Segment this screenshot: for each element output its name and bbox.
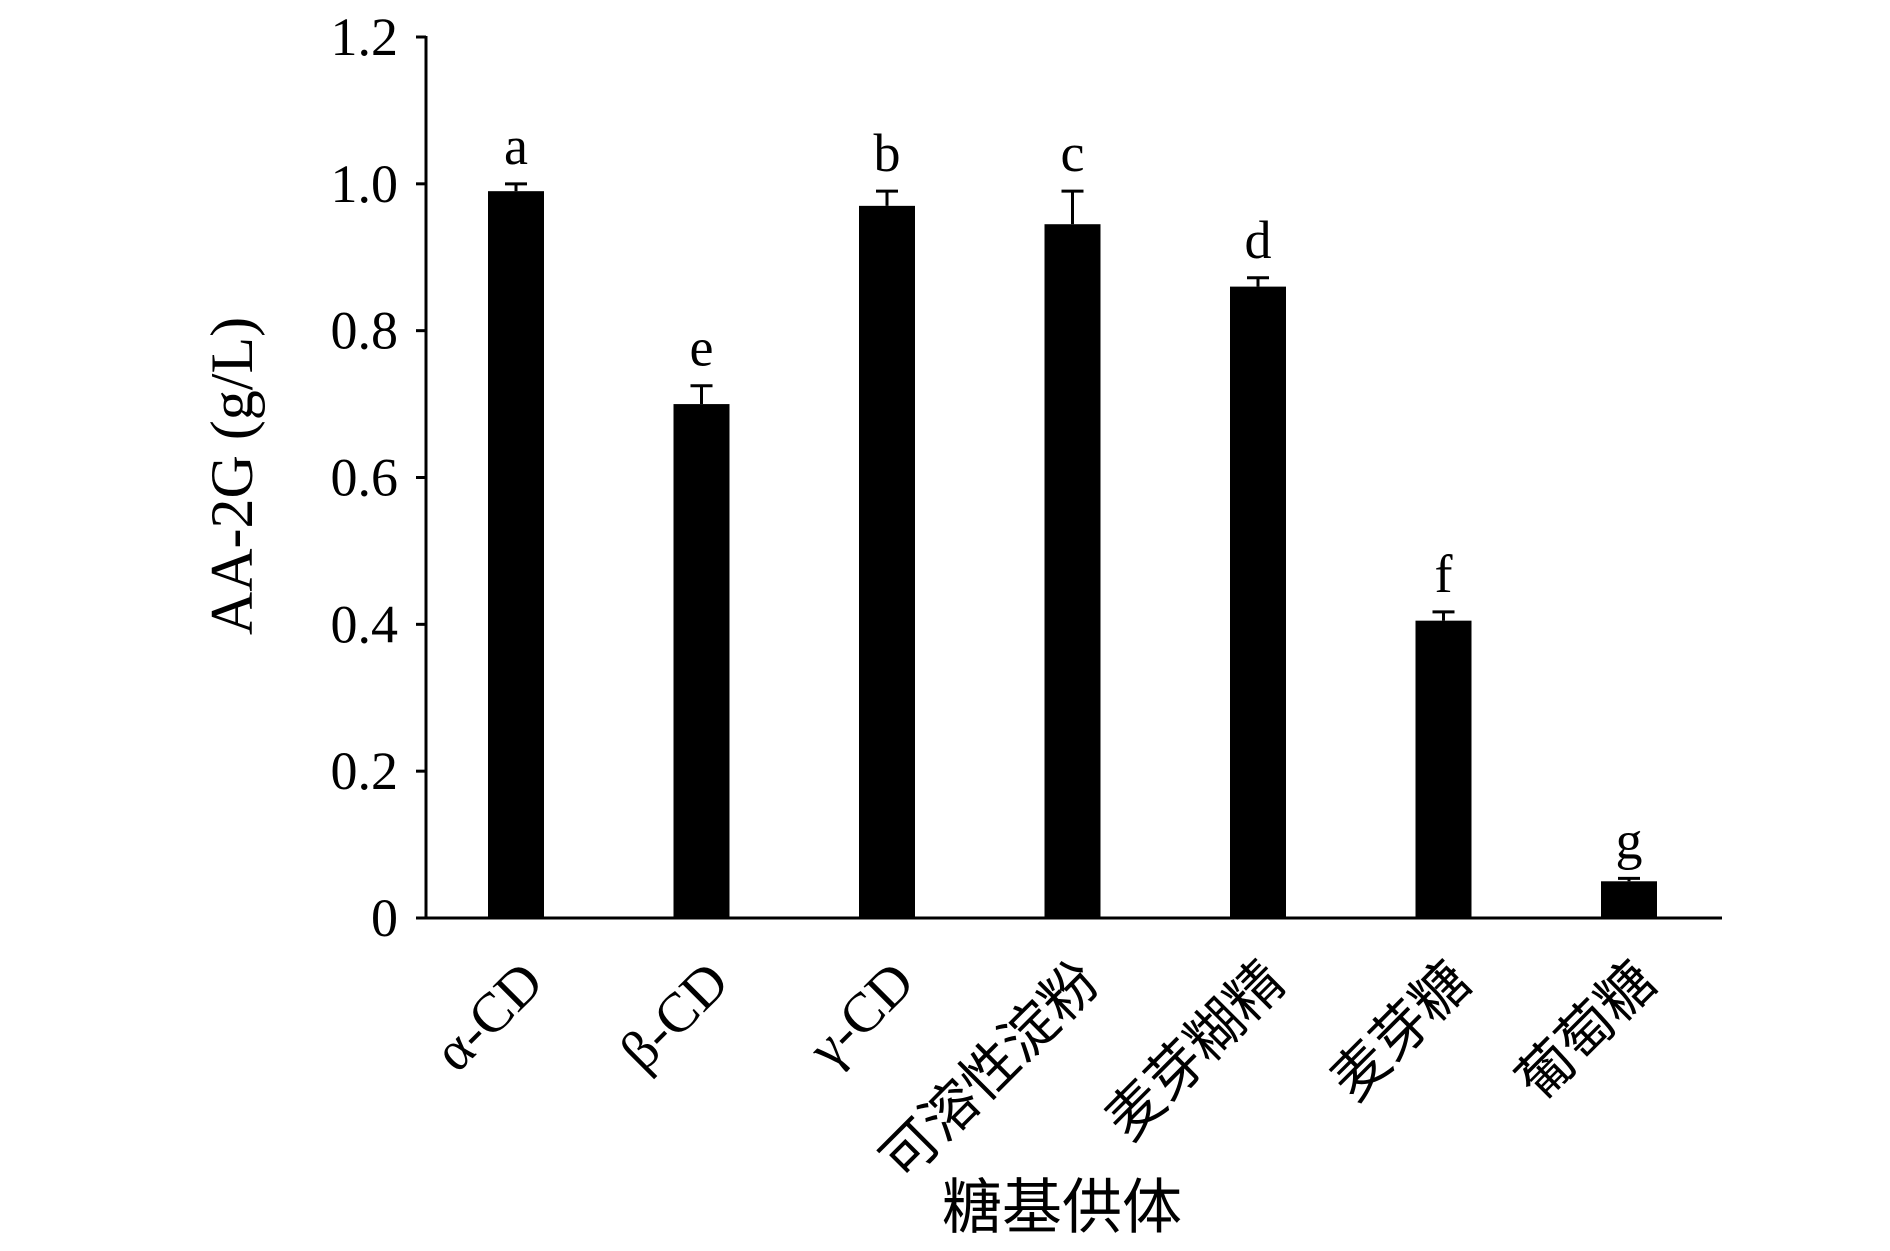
y-tick-label: 1.0 (331, 154, 399, 214)
significance-label: g (1616, 810, 1643, 870)
y-tick-label: 0.2 (331, 741, 399, 801)
x-category-label: 麦芽糖 (1320, 950, 1483, 1113)
significance-labels: a e b c d f g (504, 116, 1642, 871)
error-bar (690, 384, 713, 405)
x-axis-title: 糖基供体 (942, 1175, 1182, 1241)
x-category-label: γ-CD (796, 950, 926, 1080)
error-bar (876, 189, 898, 206)
y-axis-ticks: 0 0.2 0.4 0.6 0.8 1.0 1.2 (331, 7, 426, 948)
x-category-label: 葡萄糖 (1506, 950, 1669, 1113)
y-tick-label: 0 (371, 888, 398, 948)
error-bar (1432, 610, 1455, 621)
bar (1230, 286, 1286, 918)
significance-label: e (690, 318, 714, 378)
error-bar (1618, 876, 1640, 882)
y-tick-label: 0.6 (331, 448, 399, 508)
y-tick-label: 1.2 (331, 7, 399, 67)
bar (859, 205, 915, 918)
y-tick-label: 0.8 (331, 301, 399, 361)
error-bars (505, 182, 1640, 882)
bar (1415, 620, 1472, 918)
bar (673, 404, 730, 918)
x-category-label: α-CD (422, 950, 555, 1083)
y-axis-title: AA-2G (g/L) (199, 317, 265, 635)
bar (1044, 224, 1101, 918)
significance-label: d (1245, 210, 1272, 270)
significance-label: f (1435, 544, 1453, 604)
x-category-label: β-CD (609, 950, 741, 1082)
x-category-label: 麦芽糊精 (1095, 950, 1297, 1152)
error-bar (505, 182, 527, 192)
bar (488, 191, 544, 919)
bar (1601, 881, 1657, 918)
significance-label: b (874, 123, 901, 183)
y-tick-label: 0.4 (331, 594, 399, 654)
significance-label: a (504, 116, 528, 176)
significance-label: c (1061, 123, 1085, 183)
error-bar (1247, 276, 1269, 287)
bars (488, 191, 1657, 919)
plot-area: 0 0.2 0.4 0.6 0.8 1.0 1.2 a e b c d f g α-CD β-CD γ-CD… (331, 7, 1722, 1192)
error-bar (1061, 189, 1084, 225)
